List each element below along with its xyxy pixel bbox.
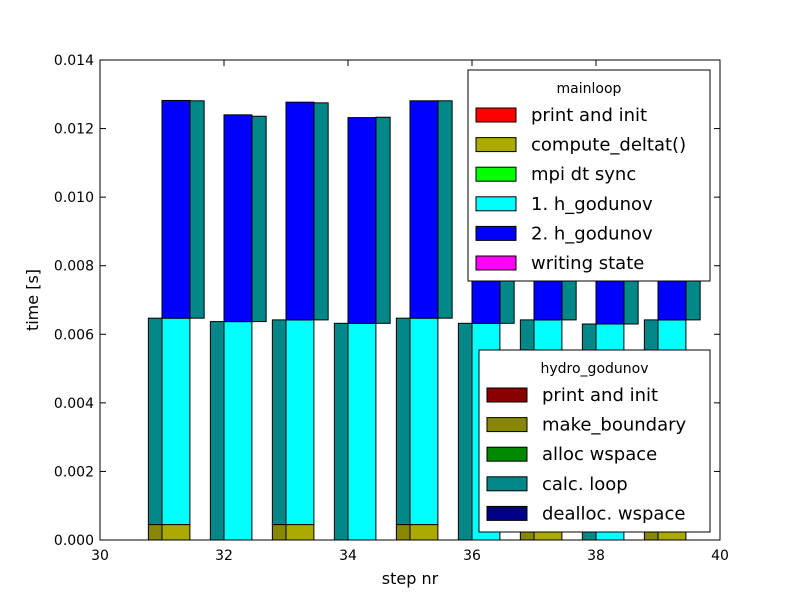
hydro-legend-swatch <box>486 476 528 492</box>
legends-layer: mainloop print and init compute_deltat()mp… <box>467 69 711 533</box>
mainloop-bar-2-h-godunov <box>409 100 439 319</box>
y-tick-label: 0.008 <box>54 259 94 275</box>
mainloop-bar-1-h-godunov <box>161 317 191 526</box>
mainloop-legend-swatch <box>475 225 517 241</box>
x-tick-label: 40 <box>711 548 729 564</box>
y-tick-label: 0.012 <box>54 122 94 138</box>
mainloop-bar-1-h-godunov <box>409 317 439 526</box>
mainloop-legend-swatch <box>475 107 517 123</box>
y-tick-label: 0.002 <box>54 464 94 480</box>
mainloop-bar-compute-deltat- <box>161 524 191 541</box>
plot-frame <box>99 59 721 541</box>
hydro-legend-swatch <box>486 387 528 403</box>
hydro-bar-calc-loop <box>395 317 411 526</box>
mainloop-legend-label: mpi dt sync <box>531 164 636 185</box>
mainloop-bar-1-h-godunov <box>285 319 315 526</box>
y-tick-label: 0.006 <box>54 327 94 343</box>
hydro-bar-calc-loop <box>147 317 163 526</box>
hydro-legend-box <box>478 349 711 533</box>
hydro-bar-calc-loop <box>209 321 225 541</box>
hydro-legend-label: calc. loop <box>542 474 628 495</box>
hydro-bar-calc-loop-second <box>375 116 391 324</box>
mainloop-bar-2-h-godunov <box>347 117 377 324</box>
hydro-legend-swatch <box>486 446 528 462</box>
mainloop-legend-label: writing state <box>531 253 644 274</box>
mainloop-legend-title: mainloop <box>557 81 622 97</box>
hydro-bar-calc-loop-second <box>251 115 267 323</box>
mainloop-legend-swatch <box>475 255 517 271</box>
hydro-legend-label: dealloc. wspace <box>542 503 685 524</box>
hydro-legend-swatch <box>486 417 528 433</box>
x-tick-label: 30 <box>91 548 109 564</box>
mainloop-legend-swatch <box>475 166 517 182</box>
hydro-legend-label: alloc wspace <box>542 444 657 465</box>
hydro-bar-make-boundary <box>395 524 411 541</box>
hydro-bar-calc-loop-second <box>313 102 329 321</box>
mainloop-legend-label: 1. h_godunov <box>531 194 653 215</box>
y-tick-label: 0.000 <box>54 533 94 549</box>
mainloop-legend-swatch <box>475 196 517 212</box>
mainloop-legend-label: print and init <box>531 105 647 126</box>
y-axis-label: time [s] <box>23 269 42 331</box>
hydro-legend-title: hydro_godunov <box>541 361 649 377</box>
y-tick-label: 0.004 <box>54 396 94 412</box>
hydro-bar-make-boundary <box>271 524 287 541</box>
hydro-bar-make-boundary <box>147 524 163 541</box>
hydro-legend-label: make_boundary <box>542 415 687 436</box>
mainloop-bar-compute-deltat- <box>409 524 439 541</box>
hydro-bar-calc-loop-second <box>189 100 205 319</box>
mainloop-bar-2-h-godunov <box>161 99 191 319</box>
mainloop-bar-compute-deltat- <box>285 524 315 541</box>
x-tick-label: 38 <box>587 548 605 564</box>
x-axis-label: step nr <box>382 569 439 588</box>
hydro-bar-calc-loop <box>271 319 287 526</box>
ticks-layer: 30 32 34 36 38 40 0.000 0.002 0.004 0.006 0.008 0.0… <box>54 53 729 564</box>
mainloop-bar-1-h-godunov <box>347 322 377 541</box>
hydro-bar-calc-loop-second <box>437 100 453 319</box>
mainloop-legend-swatch <box>475 137 517 153</box>
mainloop-bar-2-h-godunov <box>285 101 315 321</box>
hydro-legend-label: print and init <box>542 385 658 406</box>
mainloop-legend-label: 2. h_godunov <box>531 223 653 244</box>
mainloop-bar-1-h-godunov <box>223 321 253 541</box>
mainloop-legend-label: compute_deltat() <box>531 135 686 156</box>
y-tick-label: 0.014 <box>54 53 94 69</box>
x-tick-label: 32 <box>215 548 233 564</box>
hydro-bar-calc-loop <box>333 322 349 541</box>
x-tick-label: 34 <box>339 548 357 564</box>
hydro-legend-swatch <box>486 505 528 521</box>
mainloop-bar-2-h-godunov <box>223 114 253 323</box>
y-tick-label: 0.010 <box>54 190 94 206</box>
hydro-bar-calc-loop <box>457 322 473 541</box>
x-tick-label: 36 <box>463 548 481 564</box>
